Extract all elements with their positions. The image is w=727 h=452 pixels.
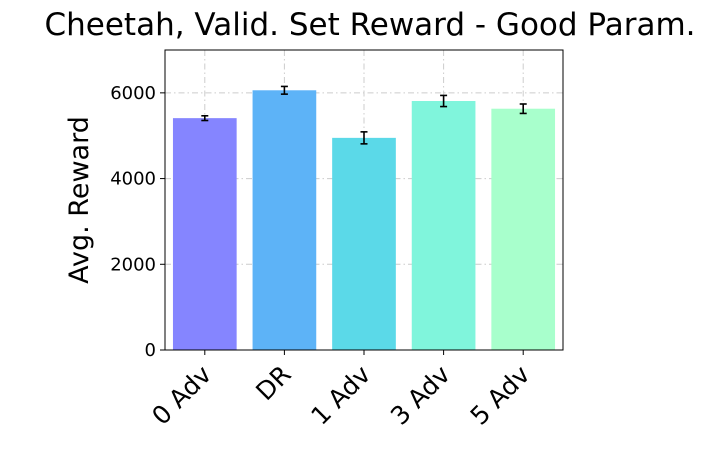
bar: [491, 108, 556, 350]
bar: [172, 118, 237, 351]
x-axis-ticks: 0 Adv DR 1 Adv 3 Adv 5 Adv: [146, 350, 536, 431]
bar: [332, 137, 396, 350]
y-axis-label: Avg. Reward: [64, 116, 95, 284]
y-tick-label: 2000: [110, 254, 156, 275]
y-tick-label: 4000: [110, 169, 156, 190]
y-axis-ticks: 0 2000 4000 6000: [110, 83, 165, 361]
y-tick-label: 6000: [110, 83, 156, 104]
error-bars-layer: [201, 85, 527, 145]
bar: [411, 101, 476, 350]
x-tick-label: 1 Adv: [305, 360, 376, 431]
x-tick-label: 0 Adv: [146, 360, 217, 431]
chart-title: Cheetah, Valid. Set Reward - Good Param.: [44, 7, 695, 43]
bars-layer: [172, 90, 556, 351]
x-tick-label: 5 Adv: [465, 360, 536, 431]
y-tick-label: 0: [145, 340, 156, 361]
x-tick-label: 3 Adv: [385, 360, 456, 431]
bar: [252, 90, 317, 351]
x-tick-label: DR: [250, 360, 296, 406]
